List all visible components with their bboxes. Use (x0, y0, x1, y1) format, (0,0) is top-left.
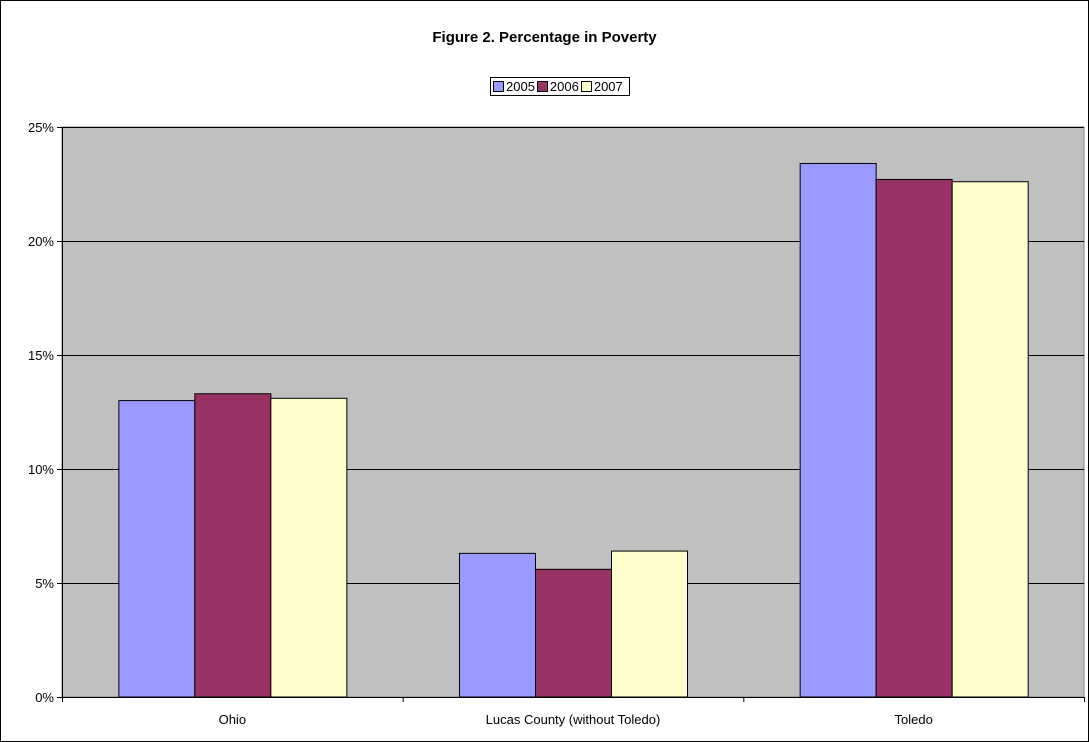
bar-2005-0 (118, 400, 196, 698)
x-tick-label-1: Lucas County (without Toledo) (486, 712, 661, 727)
bar-2007-0 (270, 397, 348, 698)
y-tick-label-20: 20% (28, 234, 54, 249)
legend-swatch-2006 (536, 81, 548, 92)
x-tick-label-0: Ohio (219, 712, 246, 727)
chart-title: Figure 2. Percentage in Poverty (432, 29, 657, 46)
y-tick-label-5: 5% (35, 576, 54, 591)
y-tick-label-10: 10% (28, 462, 54, 477)
legend: 2005 2006 2007 (490, 77, 630, 96)
legend-swatch-2005 (493, 81, 504, 92)
y-tick-label-15: 15% (28, 348, 54, 363)
bar-2006-2 (875, 178, 953, 698)
bar-2005-1 (459, 552, 536, 698)
legend-label-2006: 2006 (549, 79, 579, 94)
bar-2007-1 (611, 550, 688, 698)
bar-2007-2 (951, 181, 1029, 698)
bar-2006-0 (194, 393, 272, 698)
bar-2006-1 (535, 568, 612, 698)
y-tick-label-25: 25% (28, 120, 54, 135)
y-tick-label-0: 0% (35, 690, 54, 705)
bar-2005-2 (799, 162, 877, 698)
x-tick-label-2: Toledo (895, 712, 933, 727)
legend-label-2007: 2007 (593, 79, 623, 94)
legend-item-2005: 2005 (493, 79, 535, 94)
legend-item-2007: 2007 (580, 79, 623, 94)
legend-item-2006: 2006 (536, 79, 579, 94)
legend-swatch-2007 (580, 81, 592, 92)
legend-label-2005: 2005 (506, 79, 535, 94)
